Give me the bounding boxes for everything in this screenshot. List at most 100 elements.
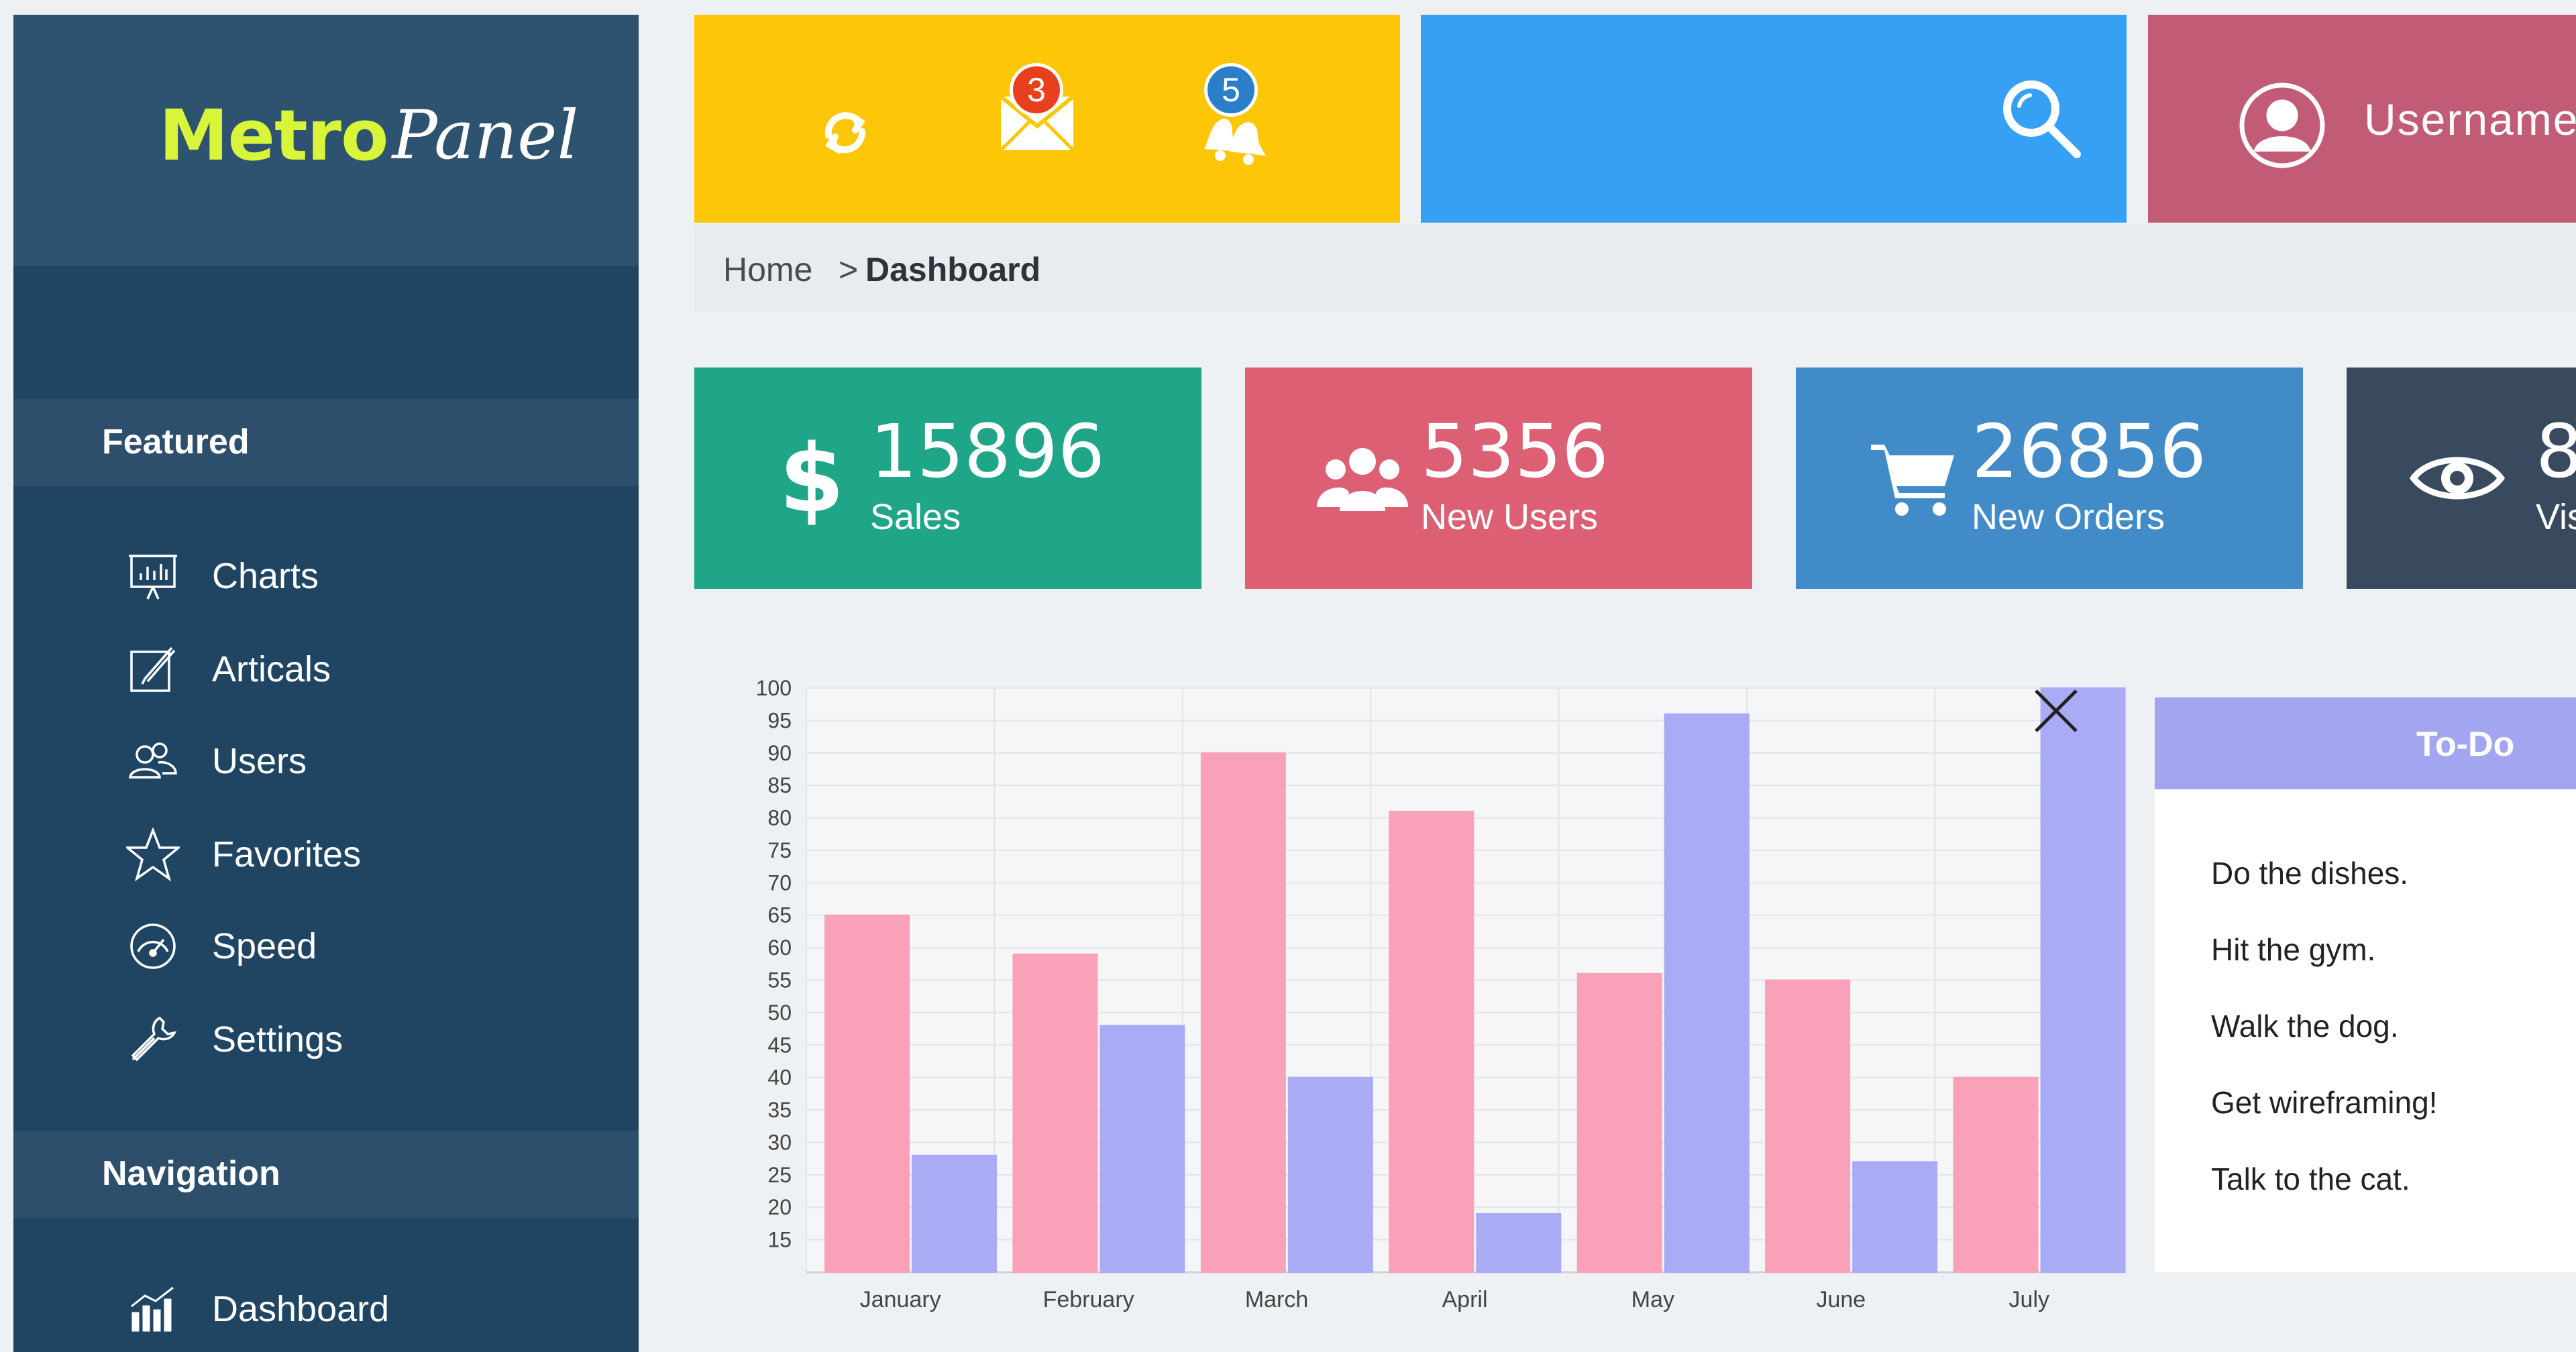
stat-value: 8 — [2536, 408, 2576, 494]
todo-item[interactable]: Get wireframing! — [2211, 1085, 2438, 1120]
mail-icon[interactable] — [1000, 95, 1075, 154]
sidebar: Metro Panel Featured Charts Articals — [13, 15, 639, 1352]
user-avatar-icon[interactable] — [2239, 82, 2326, 172]
notification-tile: 3 5 — [694, 15, 1400, 223]
bar — [1012, 953, 1098, 1273]
y-tick-label: 70 — [767, 870, 792, 895]
bell-icon[interactable] — [1191, 102, 1278, 172]
x-tick-label: February — [1043, 1287, 1134, 1312]
todo-header: To-Do — [2155, 697, 2576, 789]
sidebar-item-favorites[interactable]: Favorites — [126, 821, 361, 888]
breadcrumb-home-link[interactable]: Home — [723, 251, 813, 288]
cart-icon — [1863, 428, 1964, 528]
todo-item[interactable]: Do the dishes. — [2211, 856, 2409, 891]
close-icon[interactable] — [2033, 687, 2080, 734]
y-tick-label: 65 — [767, 903, 792, 927]
y-tick-label: 20 — [767, 1195, 792, 1219]
speedometer-icon — [126, 919, 180, 973]
bar — [1200, 752, 1286, 1274]
eye-icon — [2407, 428, 2508, 528]
x-tick-label: May — [1631, 1287, 1674, 1312]
y-tick-label: 35 — [767, 1098, 792, 1122]
users-icon — [126, 734, 180, 788]
sidebar-item-users[interactable]: Users — [126, 728, 307, 795]
stat-value: 15896 — [870, 408, 1105, 494]
todo-item[interactable]: Talk to the cat. — [2211, 1162, 2410, 1196]
y-tick-label: 90 — [767, 741, 792, 765]
user-tile[interactable]: Username — [2148, 15, 2576, 223]
stat-value: 5356 — [1421, 408, 1609, 494]
dollar-icon: $ — [761, 428, 862, 528]
sidebar-item-speed[interactable]: Speed — [126, 913, 317, 980]
x-tick-label: January — [860, 1287, 941, 1312]
bar-chart-icon — [126, 1282, 180, 1336]
bar — [1765, 979, 1851, 1273]
stat-label: Vis — [2536, 497, 2576, 537]
edit-icon — [126, 642, 180, 696]
x-tick-label: April — [1442, 1287, 1487, 1312]
sidebar-item-articals[interactable]: Articals — [126, 636, 331, 703]
section-header-featured: Featured — [13, 399, 639, 486]
bar — [1389, 810, 1474, 1273]
sidebar-item-label: Charts — [212, 556, 319, 596]
sidebar-item-settings[interactable]: Settings — [126, 1006, 343, 1073]
x-tick-label: July — [2009, 1287, 2049, 1312]
bar — [1287, 1076, 1373, 1274]
x-tick-label: June — [1816, 1287, 1866, 1312]
sidebar-item-label: Favorites — [212, 834, 362, 875]
bar — [1852, 1161, 1938, 1273]
logo-secondary: Panel — [392, 96, 579, 174]
username[interactable]: Username — [2364, 95, 2576, 144]
stat-card-visits[interactable]: 8 Vis — [2347, 368, 2576, 589]
users-icon — [1312, 428, 1413, 528]
y-tick-label: 50 — [767, 1001, 792, 1025]
y-tick-label: 15 — [767, 1228, 792, 1252]
wrench-icon — [126, 1013, 180, 1066]
svg-text:$: $ — [782, 428, 842, 528]
mail-badge: 3 — [1010, 63, 1063, 117]
stat-label: Sales — [870, 497, 961, 537]
y-tick-label: 100 — [756, 676, 792, 700]
stat-value: 26856 — [1972, 408, 2206, 494]
stat-card-new-orders[interactable]: 26856 New Orders — [1796, 368, 2303, 589]
logo[interactable]: Metro Panel — [159, 87, 578, 170]
todo-item[interactable]: Hit the gym. — [2211, 932, 2376, 967]
todo-title: To-Do — [2416, 725, 2515, 764]
y-tick-label: 80 — [767, 806, 792, 830]
stat-card-new-users[interactable]: 5356 New Users — [1245, 368, 1752, 589]
bar — [912, 1154, 997, 1273]
refresh-icon[interactable] — [815, 102, 875, 165]
breadcrumb-separator: > — [839, 251, 859, 288]
stat-label: New Users — [1421, 497, 1599, 537]
y-tick-label: 40 — [767, 1066, 792, 1090]
y-tick-label: 85 — [767, 773, 792, 797]
y-tick-label: 75 — [767, 838, 792, 862]
x-tick-label: March — [1245, 1287, 1308, 1312]
bar — [1953, 1076, 2039, 1274]
bar-chart: 100 95 90 85 80 75 70 65 60 55 50 45 40 35 30 25 20 15 Jan… — [724, 671, 2147, 1328]
bell-badge: 5 — [1204, 63, 1258, 117]
logo-primary: Metro — [159, 95, 388, 176]
bar — [1099, 1025, 1185, 1273]
logo-area: Metro Panel — [13, 15, 639, 266]
y-tick-label: 60 — [767, 936, 792, 960]
todo-item[interactable]: Walk the dog. — [2211, 1009, 2399, 1044]
bar — [1576, 972, 1662, 1273]
y-tick-label: 55 — [767, 968, 792, 993]
section-title: Featured — [102, 422, 250, 461]
bar-chart-svg: 100 95 90 85 80 75 70 65 60 55 50 45 40 35 30 25 20 15 Jan… — [756, 676, 2126, 1312]
search-icon[interactable] — [1998, 75, 2085, 165]
bar — [2040, 687, 2126, 1273]
stat-label: New Orders — [1972, 497, 2165, 537]
stat-card-sales[interactable]: $ 15896 Sales — [694, 368, 1201, 589]
sidebar-item-charts[interactable]: Charts — [126, 543, 319, 610]
y-tick-label: 25 — [767, 1163, 792, 1187]
bar — [1664, 713, 1750, 1273]
sidebar-item-label: Speed — [212, 926, 317, 966]
sidebar-item-label: Settings — [212, 1019, 343, 1060]
search-tile[interactable] — [1421, 15, 2127, 223]
bar — [824, 914, 910, 1273]
sidebar-item-dashboard[interactable]: Dashboard — [126, 1276, 389, 1343]
section-title: Navigation — [102, 1154, 280, 1193]
sidebar-item-label: Users — [212, 741, 307, 781]
